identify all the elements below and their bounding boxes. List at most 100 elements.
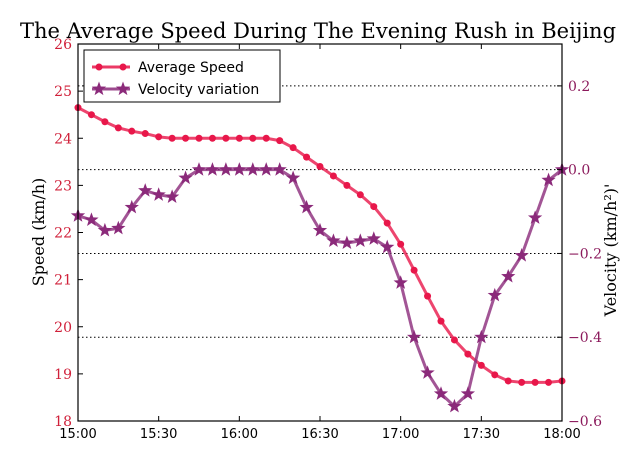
x-tick-label: 16:00: [221, 427, 258, 442]
legend-label-average-speed: Average Speed: [138, 60, 244, 76]
y-right-tick-label: 0.2: [568, 79, 590, 95]
point-average-speed: [289, 144, 297, 152]
point-average-speed: [504, 377, 512, 385]
point-velocity-variation: [84, 212, 99, 226]
point-average-speed: [545, 378, 553, 386]
x-tick-label: 15:00: [59, 427, 96, 442]
point-velocity-variation: [97, 222, 113, 237]
point-average-speed: [397, 240, 405, 248]
point-velocity-variation: [205, 162, 220, 176]
y-left-tick-label: 18: [54, 414, 72, 430]
point-average-speed: [329, 172, 337, 180]
point-average-speed: [343, 181, 351, 189]
point-average-speed: [222, 134, 230, 142]
point-velocity-variation: [460, 386, 476, 400]
x-tick-label: 18:00: [543, 427, 580, 442]
point-velocity-variation: [191, 162, 207, 176]
series-markers: [70, 104, 570, 413]
point-velocity-variation: [514, 248, 529, 262]
legend-marker-velocity-variation-2: [115, 81, 131, 96]
y-left-tick-label: 26: [54, 37, 72, 53]
point-velocity-variation: [353, 233, 368, 247]
grid-lines: [78, 85, 562, 338]
point-velocity-variation: [138, 183, 153, 197]
legend-box: [83, 49, 281, 103]
point-average-speed: [316, 163, 324, 171]
point-velocity-variation: [285, 170, 301, 185]
point-average-speed: [531, 378, 539, 386]
point-velocity-variation: [164, 189, 180, 203]
y-right-tick-label: 0.0: [568, 163, 590, 179]
point-velocity-variation: [366, 231, 381, 245]
y-right-tick-label: −0.2: [568, 246, 602, 262]
point-average-speed: [114, 124, 122, 132]
series-line-average-speed: [77, 106, 563, 384]
legend-marker-velocity-variation: [91, 81, 107, 96]
x-tick-label: 17:00: [382, 427, 419, 442]
point-velocity-variation: [487, 287, 502, 302]
y-left-tick-label: 24: [54, 131, 72, 147]
x-tick-label: 15:30: [140, 427, 177, 442]
point-average-speed: [235, 134, 243, 142]
point-velocity-variation: [124, 199, 139, 214]
point-velocity-variation: [380, 239, 395, 254]
legend-marker-average-speed-2: [119, 63, 127, 71]
point-average-speed: [182, 134, 190, 142]
point-velocity-variation: [541, 172, 556, 187]
point-average-speed: [262, 134, 270, 142]
point-average-speed: [450, 336, 458, 344]
point-velocity-variation: [312, 222, 328, 237]
y-left-tick-label: 25: [54, 84, 72, 100]
point-average-speed: [249, 134, 257, 142]
point-velocity-variation: [339, 235, 355, 250]
point-average-speed: [370, 203, 378, 211]
point-average-speed: [356, 191, 364, 199]
x-tick-label: 17:30: [463, 427, 500, 442]
y-axis-label-right: Velocity (km/h²)': [601, 184, 620, 318]
legend-label-velocity-variation: Velocity variation: [138, 82, 259, 98]
point-velocity-variation: [299, 199, 314, 214]
legend-marker-average-speed: [95, 63, 103, 71]
point-average-speed: [168, 134, 176, 142]
chart-title: The Average Speed During The Evening Rus…: [20, 19, 616, 43]
point-average-speed: [491, 371, 499, 379]
point-average-speed: [128, 127, 136, 135]
point-velocity-variation: [393, 275, 408, 289]
point-velocity-variation: [433, 386, 449, 400]
point-velocity-variation: [272, 162, 287, 176]
point-average-speed: [276, 137, 284, 145]
y-left-tick-label: 21: [54, 273, 72, 289]
point-average-speed: [477, 361, 485, 369]
x-tick-label: 16:30: [301, 427, 338, 442]
point-velocity-variation: [447, 398, 462, 413]
point-velocity-variation: [218, 162, 234, 176]
point-average-speed: [195, 134, 203, 142]
series-lines: [77, 106, 563, 408]
point-average-speed: [383, 219, 391, 227]
y-right-tick-label: −0.4: [568, 330, 602, 346]
point-velocity-variation: [326, 233, 341, 247]
y-left-tick-label: 20: [54, 320, 72, 336]
point-average-speed: [141, 130, 149, 138]
point-average-speed: [410, 266, 418, 274]
y-axis-label-left: Speed (km/h): [29, 178, 48, 287]
point-velocity-variation: [111, 220, 126, 235]
point-average-speed: [101, 118, 109, 126]
point-average-speed: [303, 153, 311, 161]
y-right-tick-label: −0.6: [568, 414, 602, 430]
point-velocity-variation: [501, 268, 516, 283]
point-velocity-variation: [474, 329, 489, 344]
point-average-speed: [87, 111, 95, 119]
point-velocity-variation: [245, 162, 260, 176]
point-average-speed: [464, 350, 472, 358]
y-left-tick-label: 23: [54, 178, 72, 194]
point-average-speed: [208, 134, 216, 142]
point-velocity-variation: [178, 170, 193, 185]
point-velocity-variation: [527, 210, 543, 224]
legend: Average Speed Velocity variation: [83, 49, 281, 103]
point-average-speed: [155, 133, 163, 141]
point-velocity-variation: [232, 162, 247, 176]
point-velocity-variation: [259, 162, 274, 176]
y-left-tick-label: 22: [54, 226, 72, 242]
